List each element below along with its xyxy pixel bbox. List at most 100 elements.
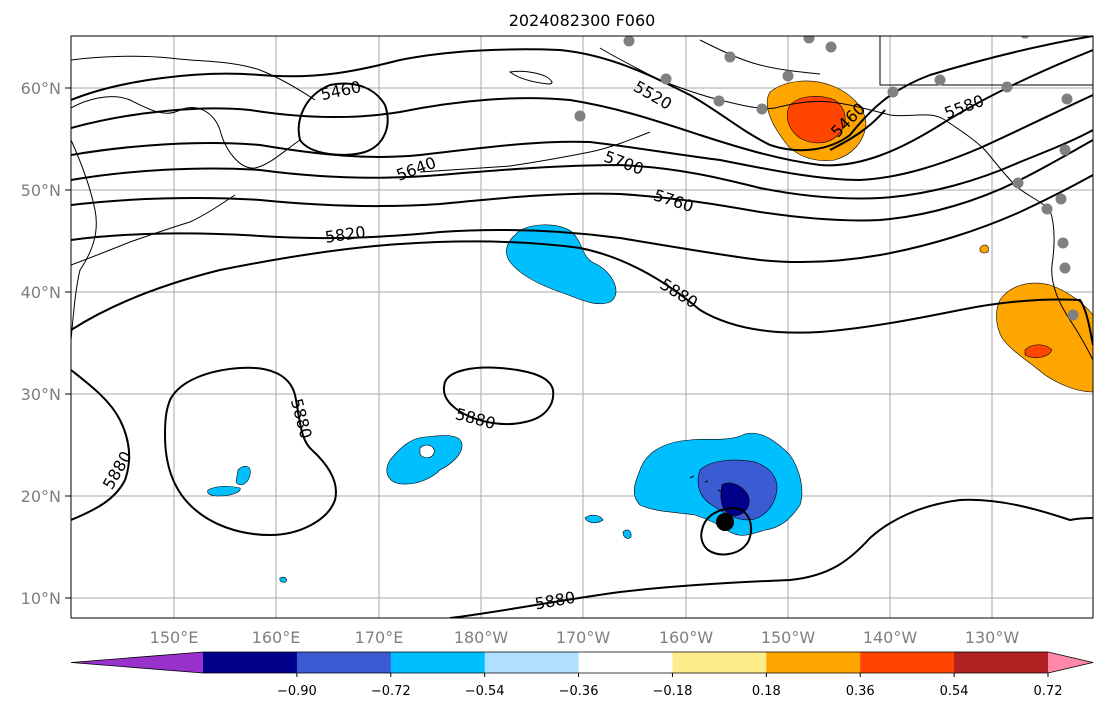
colorbar-bin [766, 652, 861, 673]
contour-5700 [71, 129, 1093, 200]
colorbar-bin [860, 652, 955, 673]
station-dot [1059, 262, 1071, 274]
lon-label: 160°W [659, 628, 714, 647]
map-frame [70, 35, 1094, 619]
coast-canada-border [879, 36, 1093, 86]
contour-5640 [71, 94, 1093, 182]
colorbar-bin [578, 652, 673, 673]
fill-blue-small-2 [622, 529, 632, 539]
contour-5880-storm [700, 506, 753, 556]
colorbar-tick-label: 0.36 [846, 684, 875, 699]
colorbar: −0.90 −0.72 −0.54 −0.36 −0.18 0.18 0.36 0.54 0.7… [70, 651, 1094, 699]
coast-alaska [599, 47, 1016, 186]
lat-label: 50°N [21, 181, 61, 200]
lon-axis: 150°E 160°E 170°E 180°W 170°W 160°W 150°… [150, 628, 1020, 647]
colorbar-tick-label: −0.72 [371, 684, 411, 699]
contour-label: 5880 [657, 274, 702, 312]
colorbar-extend-min [71, 652, 203, 673]
fill-orange-california [996, 282, 1093, 393]
fill-blue-dateline-island [386, 435, 463, 485]
fill-white-hole [419, 444, 435, 458]
contour-5880-west-closed [163, 366, 337, 537]
colorbar-tick-label: 0.72 [1034, 684, 1063, 699]
station-dot [623, 36, 635, 47]
colorbar-tick-label: −0.54 [465, 684, 505, 699]
fill-blue-west [207, 466, 251, 497]
lon-label: 140°W [863, 628, 918, 647]
contour-5580 [71, 49, 1093, 167]
coast-siberia [71, 55, 316, 101]
station-dot [1001, 81, 1013, 93]
coast-kamchatka [71, 96, 301, 169]
station-dot [660, 73, 672, 85]
contour-label: 5460 [319, 77, 363, 104]
lon-label: 150°W [761, 628, 816, 647]
fill-blue-small-3 [279, 576, 287, 583]
contour-5880-south [449, 498, 1093, 618]
station-dots [574, 36, 1079, 321]
contour-label-group: 5460 5520 5640 5700 5760 5820 5880 5880 … [99, 77, 987, 614]
contour-5880-north [71, 240, 1093, 346]
colorbar-bin [390, 652, 486, 673]
colorbar-tick-label: −0.90 [277, 684, 317, 699]
lat-label: 20°N [21, 487, 61, 506]
coast-japan-kurils [71, 194, 236, 266]
station-dot [1061, 93, 1073, 105]
lon-label: 170°E [355, 628, 404, 647]
positive-anomaly-fills [766, 80, 1093, 393]
coast-bering-land [699, 39, 821, 75]
contour-5880-central-closed [442, 366, 555, 426]
station-dot [825, 41, 837, 53]
storm-center-marker [716, 513, 734, 531]
colorbar-outline [70, 651, 1094, 674]
colorbar-bin [203, 652, 298, 673]
lon-label: 170°W [556, 628, 611, 647]
lon-label: 160°E [252, 628, 301, 647]
station-dot [756, 103, 768, 115]
contour-5520 [71, 36, 1093, 152]
station-dot [782, 70, 794, 82]
contour-label: 5880 [287, 396, 316, 440]
station-dot [1020, 36, 1030, 39]
colorbar-bin [672, 652, 767, 673]
station-dot [713, 95, 725, 107]
contour-label: 5640 [394, 153, 439, 185]
station-dot [1055, 193, 1067, 205]
station-dot [803, 36, 815, 44]
contour-label: 5880 [99, 448, 136, 493]
coast-hokkaido-asia [71, 139, 97, 341]
fill-red-california [1024, 344, 1053, 359]
contour-5880-far-west [71, 369, 131, 521]
contour-label: 5580 [942, 91, 987, 123]
station-dot [574, 110, 586, 122]
colorbar-tick-label: −0.36 [559, 684, 599, 699]
lon-label: 180°W [454, 628, 509, 647]
colorbar-tick-label: 0.18 [752, 684, 781, 699]
colorbar-bin [954, 652, 1049, 673]
lat-label: 60°N [21, 79, 61, 98]
colorbar-bin [484, 652, 580, 673]
station-dot [934, 74, 946, 86]
colorbar-bin [296, 652, 392, 673]
station-dot [1012, 177, 1024, 189]
negative-anomaly-fills [207, 224, 803, 583]
contour-5760 [71, 139, 1093, 222]
colorbar-tick-label: 0.54 [940, 684, 969, 699]
fill-orange-small [979, 244, 989, 254]
station-dot [724, 51, 736, 63]
contour-label: 5880 [453, 404, 497, 433]
contour-5460-alaska [829, 109, 886, 151]
station-dot [1059, 144, 1071, 156]
lat-label: 30°N [21, 385, 61, 404]
graticule [71, 36, 1093, 618]
station-dot [1067, 309, 1079, 321]
contour-label: 5880 [533, 588, 576, 614]
coast-st-lawrence [508, 70, 553, 85]
colorbar-tick-label: −0.18 [653, 684, 693, 699]
fill-blue-small-1 [584, 514, 604, 524]
station-dot [887, 86, 899, 98]
colorbar-extend-max [1048, 652, 1093, 673]
contour-5820 [71, 174, 1093, 264]
map-title: 2024082300 F060 [509, 11, 656, 30]
